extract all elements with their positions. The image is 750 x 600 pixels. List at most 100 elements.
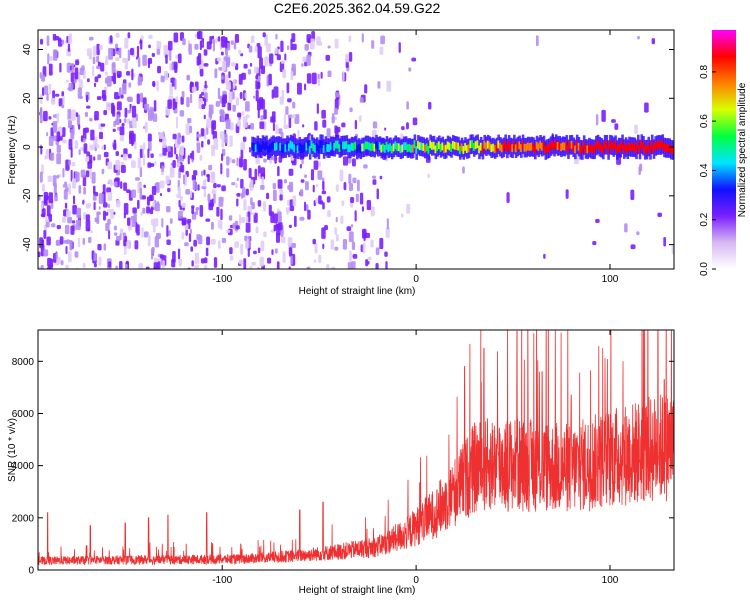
- signal-cell: [411, 144, 415, 153]
- noise-cell: [107, 161, 112, 170]
- noise-cell: [44, 85, 49, 95]
- signal-cell: [366, 141, 370, 150]
- signal-cell: [570, 140, 574, 149]
- noise-cell: [199, 68, 204, 77]
- signal-cell: [315, 143, 319, 152]
- noise-cell: [268, 73, 272, 86]
- signal-cell: [523, 143, 527, 152]
- noise-cell: [201, 140, 204, 148]
- signal-cell: [251, 142, 254, 151]
- noise-cell: [215, 100, 220, 107]
- noise-cell: [236, 193, 241, 197]
- noise-cell: [535, 35, 539, 47]
- noise-cell: [159, 254, 164, 259]
- noise-cell: [107, 218, 111, 225]
- noise-cell: [342, 238, 347, 250]
- noise-cell: [321, 190, 327, 195]
- noise-cell: [93, 156, 96, 161]
- noise-cell: [63, 209, 67, 217]
- noise-cell: [92, 56, 96, 65]
- noise-cell: [217, 220, 223, 229]
- noise-cell: [291, 114, 296, 119]
- noise-cell: [359, 97, 364, 103]
- signal-cell: [392, 143, 396, 152]
- noise-cell: [147, 162, 152, 168]
- signal-cell: [291, 141, 295, 150]
- noise-cell: [306, 266, 311, 269]
- signal-cell: [319, 140, 322, 148]
- noise-cell: [371, 40, 375, 49]
- signal-cell: [506, 144, 509, 153]
- noise-cell: [351, 261, 356, 269]
- noise-cell: [90, 129, 95, 141]
- noise-cell: [279, 61, 285, 73]
- noise-cell: [143, 231, 149, 238]
- signal-cell: [626, 145, 630, 154]
- noise-cell: [630, 189, 635, 201]
- noise-cell: [322, 119, 327, 128]
- signal-cell: [575, 140, 579, 149]
- signal-cell: [347, 144, 350, 153]
- signal-cell: [438, 141, 441, 150]
- noise-cell: [325, 54, 331, 61]
- noise-cell: [112, 62, 116, 68]
- noise-cell: [45, 268, 48, 269]
- noise-cell: [41, 74, 46, 82]
- noise-cell: [201, 91, 205, 96]
- signal-cell: [544, 146, 548, 154]
- noise-cell: [88, 236, 92, 244]
- noise-cell: [282, 69, 287, 79]
- noise-cell: [376, 188, 379, 200]
- signal-cell: [540, 142, 544, 151]
- noise-cell: [175, 116, 179, 129]
- noise-cell: [322, 181, 325, 191]
- signal-cell: [352, 143, 356, 151]
- noise-cell: [315, 197, 319, 204]
- noise-cell: [355, 193, 359, 203]
- noise-cell: [169, 49, 172, 61]
- signal-cell: [556, 142, 560, 150]
- noise-cell: [565, 189, 569, 199]
- noise-cell: [249, 179, 254, 191]
- noise-cell: [105, 211, 109, 216]
- spectrogram-x-ticks: -100 0 100: [212, 30, 619, 285]
- noise-cell: [75, 112, 79, 118]
- noise-cell: [46, 132, 49, 137]
- signal-cell: [582, 141, 586, 149]
- signal-cell: [301, 144, 305, 153]
- signal-cell: [383, 144, 387, 153]
- noise-cell: [238, 259, 244, 265]
- noise-cell: [350, 224, 354, 228]
- noise-cell: [321, 227, 326, 239]
- noise-cell: [71, 62, 74, 73]
- noise-cell: [279, 187, 284, 195]
- noise-cell: [304, 174, 308, 179]
- noise-cell: [144, 122, 148, 133]
- noise-cell: [334, 227, 338, 235]
- noise-cell: [230, 40, 234, 45]
- noise-cell: [62, 167, 65, 178]
- noise-cell: [46, 93, 49, 101]
- signal-cell: [279, 142, 282, 151]
- noise-cell: [162, 260, 165, 269]
- noise-cell: [287, 114, 293, 119]
- noise-cell: [71, 220, 76, 224]
- noise-cell: [115, 57, 120, 62]
- noise-cell: [52, 49, 58, 61]
- signal-cell: [577, 142, 581, 151]
- noise-cell: [48, 192, 54, 204]
- noise-cell: [184, 223, 189, 231]
- noise-cell: [244, 235, 248, 242]
- noise-cell: [70, 225, 75, 235]
- noise-cell: [205, 218, 211, 222]
- noise-cell: [133, 213, 137, 224]
- noise-cell: [203, 178, 207, 188]
- spectrogram-y-ticks: -40 -20 0 20 40: [22, 44, 674, 252]
- noise-cell: [238, 214, 241, 226]
- noise-cell: [257, 200, 262, 207]
- noise-cell: [213, 182, 217, 189]
- x-tick-label: 0: [413, 575, 419, 586]
- noise-cell: [48, 83, 52, 95]
- noise-cell: [636, 231, 640, 236]
- noise-cell: [61, 39, 65, 45]
